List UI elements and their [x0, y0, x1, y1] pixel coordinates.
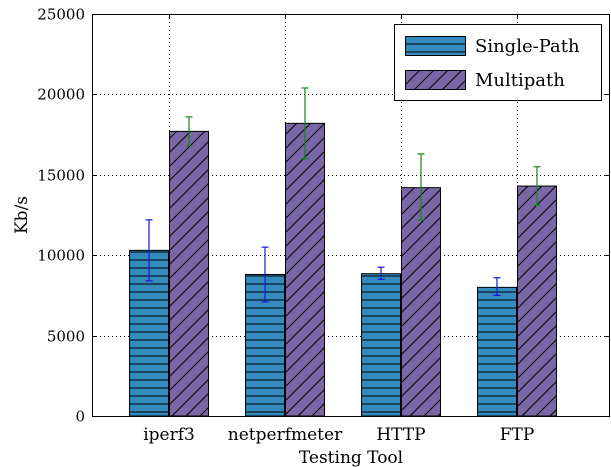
multipath-bar	[285, 122, 325, 417]
multipath-bar	[169, 130, 209, 417]
legend-swatch-single-path	[405, 36, 466, 56]
bars	[129, 122, 557, 417]
single-path-bar	[477, 286, 517, 417]
single-path-bar	[361, 273, 401, 417]
y-tick-label: 25000	[37, 6, 85, 24]
y-tick-label: 15000	[37, 167, 85, 185]
legend-swatch-multipath	[405, 70, 466, 90]
x-category-label: netperfmeter	[228, 425, 343, 445]
axes: 0 5000 10000 15000 20000 25000 iperf3 netperfme…	[12, 6, 610, 467]
x-category-label: HTTP	[376, 425, 425, 445]
y-axis-title: Kb/s	[12, 196, 32, 234]
legend-label-multipath: Multipath	[475, 70, 565, 91]
legend: Single-Path Multipath	[394, 24, 602, 101]
y-tick-label: 10000	[37, 247, 85, 265]
y-tick-label: 5000	[47, 328, 85, 346]
multipath-bar	[401, 187, 441, 417]
multipath-bar	[517, 185, 557, 417]
x-axis-title: Testing Tool	[299, 448, 403, 467]
y-tick-label: 20000	[37, 86, 85, 104]
error-bars	[145, 87, 541, 303]
x-category-label: FTP	[500, 425, 535, 445]
legend-label-single-path: Single-Path	[475, 36, 580, 57]
plot-area-frame	[92, 14, 610, 417]
x-category-label: iperf3	[143, 425, 195, 445]
y-tick-label: 0	[75, 408, 85, 426]
